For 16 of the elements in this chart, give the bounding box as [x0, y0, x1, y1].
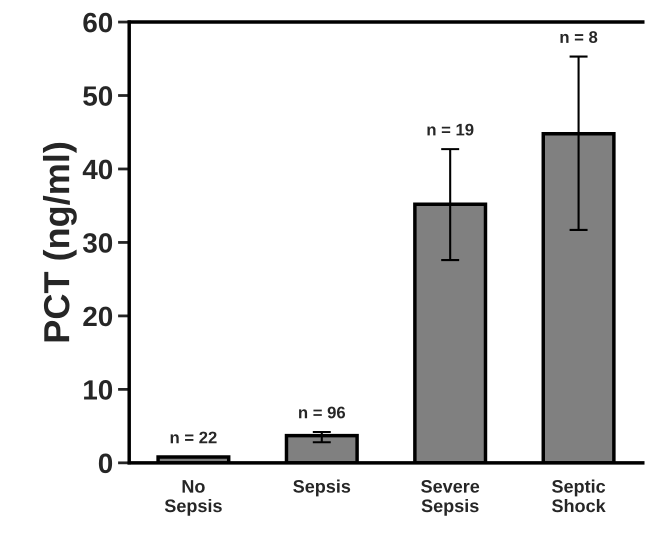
annotation: n = 96 [299, 406, 346, 418]
y-tick-label: 10 [84, 380, 112, 400]
x-tick-label: Septic Shock [552, 480, 606, 512]
x-tick-label: No Sepsis [164, 480, 222, 516]
y-tick-label: 20 [83, 306, 112, 326]
y-tick-label: 30 [82, 233, 112, 253]
x-tick-label: Sepsis [293, 480, 350, 496]
annotation: n = 8 [560, 31, 598, 43]
y-tick-label: 60 [83, 12, 112, 32]
y-tick-label: 50 [83, 86, 112, 106]
x-tick-label: Severe Sepsis [421, 480, 480, 516]
y-tick-label: 0 [98, 454, 112, 474]
annotation: n = 22 [170, 432, 217, 444]
annotation: n = 19 [427, 124, 474, 136]
y-tick-label: 40 [82, 160, 112, 180]
y-axis-title: PCT (ng/ml) [42, 142, 77, 342]
